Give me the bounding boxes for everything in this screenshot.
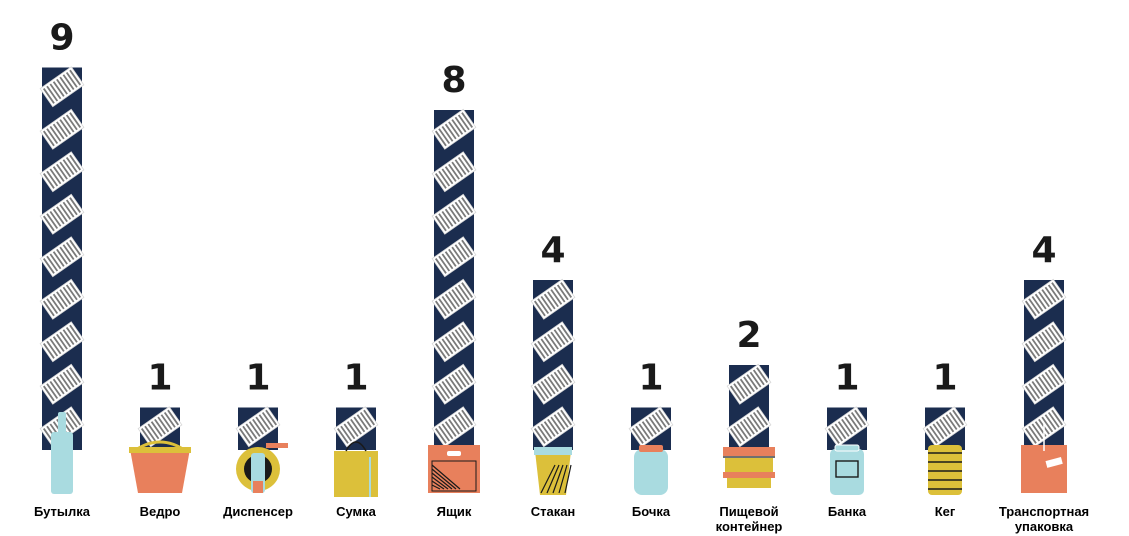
bar-group: 1 Сумка xyxy=(333,358,379,519)
unit-panel xyxy=(431,363,477,405)
category-label: Ведро xyxy=(140,504,181,519)
unit-panel xyxy=(431,108,477,150)
category-label: Бутылка xyxy=(34,504,91,519)
value-label: 4 xyxy=(1031,230,1056,271)
unit-panel xyxy=(922,406,968,448)
crate-icon xyxy=(428,445,480,493)
unit-panel xyxy=(39,108,85,150)
unit-panel xyxy=(628,406,674,448)
bar-group: 1 Ведро xyxy=(129,358,191,519)
cup-icon xyxy=(534,447,572,495)
value-label: 1 xyxy=(834,358,859,399)
unit-panel xyxy=(431,278,477,320)
bottle-icon xyxy=(51,412,73,494)
unit-panel xyxy=(39,151,85,193)
unit-panel xyxy=(39,66,85,108)
bar-group: 1 Бочка xyxy=(628,358,674,519)
category-label: Сумка xyxy=(336,504,377,519)
keg-icon xyxy=(928,445,962,495)
category-label: Транспортная упаковка xyxy=(999,504,1089,534)
value-label: 1 xyxy=(147,358,172,399)
unit-panel xyxy=(1021,321,1067,363)
bag-icon xyxy=(334,441,378,497)
dispenser-icon xyxy=(236,443,288,493)
unit-panel xyxy=(530,278,576,320)
unit-panel xyxy=(39,321,85,363)
unit-panel xyxy=(726,406,772,448)
unit-panel xyxy=(530,363,576,405)
bar-group: 4 Стакан xyxy=(530,230,576,519)
unit-panel xyxy=(431,406,477,448)
bucket-icon xyxy=(129,440,191,493)
value-label: 1 xyxy=(638,358,663,399)
category-label: Банка xyxy=(828,504,867,519)
value-label: 9 xyxy=(49,18,74,59)
value-label: 2 xyxy=(736,315,761,356)
bar-group: 4 Транспортная упаковка xyxy=(999,230,1089,534)
unit-panel xyxy=(333,406,379,448)
unit-panel xyxy=(530,406,576,448)
value-label: 1 xyxy=(343,358,368,399)
bar-group: 8 Ящик xyxy=(428,60,480,519)
bar-group: 1 Кег xyxy=(922,358,968,519)
category-label: Пищевой контейнер xyxy=(716,504,783,534)
unit-panel xyxy=(39,193,85,235)
category-label: Бочка xyxy=(632,504,671,519)
unit-panel xyxy=(137,406,183,448)
category-label: Кег xyxy=(935,504,956,519)
unit-panel xyxy=(235,406,281,448)
barrel-icon xyxy=(634,445,668,495)
food-container-icon xyxy=(723,447,775,488)
unit-panel xyxy=(39,278,85,320)
category-label: Диспенсер xyxy=(223,504,293,519)
unit-panel xyxy=(1021,278,1067,320)
unit-panel xyxy=(824,406,870,448)
bar-group: 9 Бутылка xyxy=(34,18,91,520)
category-label: Ящик xyxy=(437,504,472,519)
jar-icon xyxy=(830,444,864,495)
bar-group: 1 Диспенсер xyxy=(223,358,293,520)
value-label: 4 xyxy=(540,230,565,271)
value-label: 1 xyxy=(245,358,270,399)
unit-panel xyxy=(1021,363,1067,405)
unit-panel xyxy=(431,236,477,278)
category-label: Стакан xyxy=(531,504,576,519)
unit-panel xyxy=(530,321,576,363)
unit-panel xyxy=(431,193,477,235)
unit-panel xyxy=(39,363,85,405)
unit-panel xyxy=(726,363,772,405)
value-label: 8 xyxy=(441,60,466,101)
unit-panel xyxy=(431,151,477,193)
unit-panel xyxy=(431,321,477,363)
shipping-box-icon xyxy=(1021,423,1067,493)
value-label: 1 xyxy=(932,358,957,399)
bar-group: 2 Пищевой контейнер xyxy=(716,315,783,534)
bar-group: 1 Банка xyxy=(824,358,870,519)
unit-panel xyxy=(39,236,85,278)
